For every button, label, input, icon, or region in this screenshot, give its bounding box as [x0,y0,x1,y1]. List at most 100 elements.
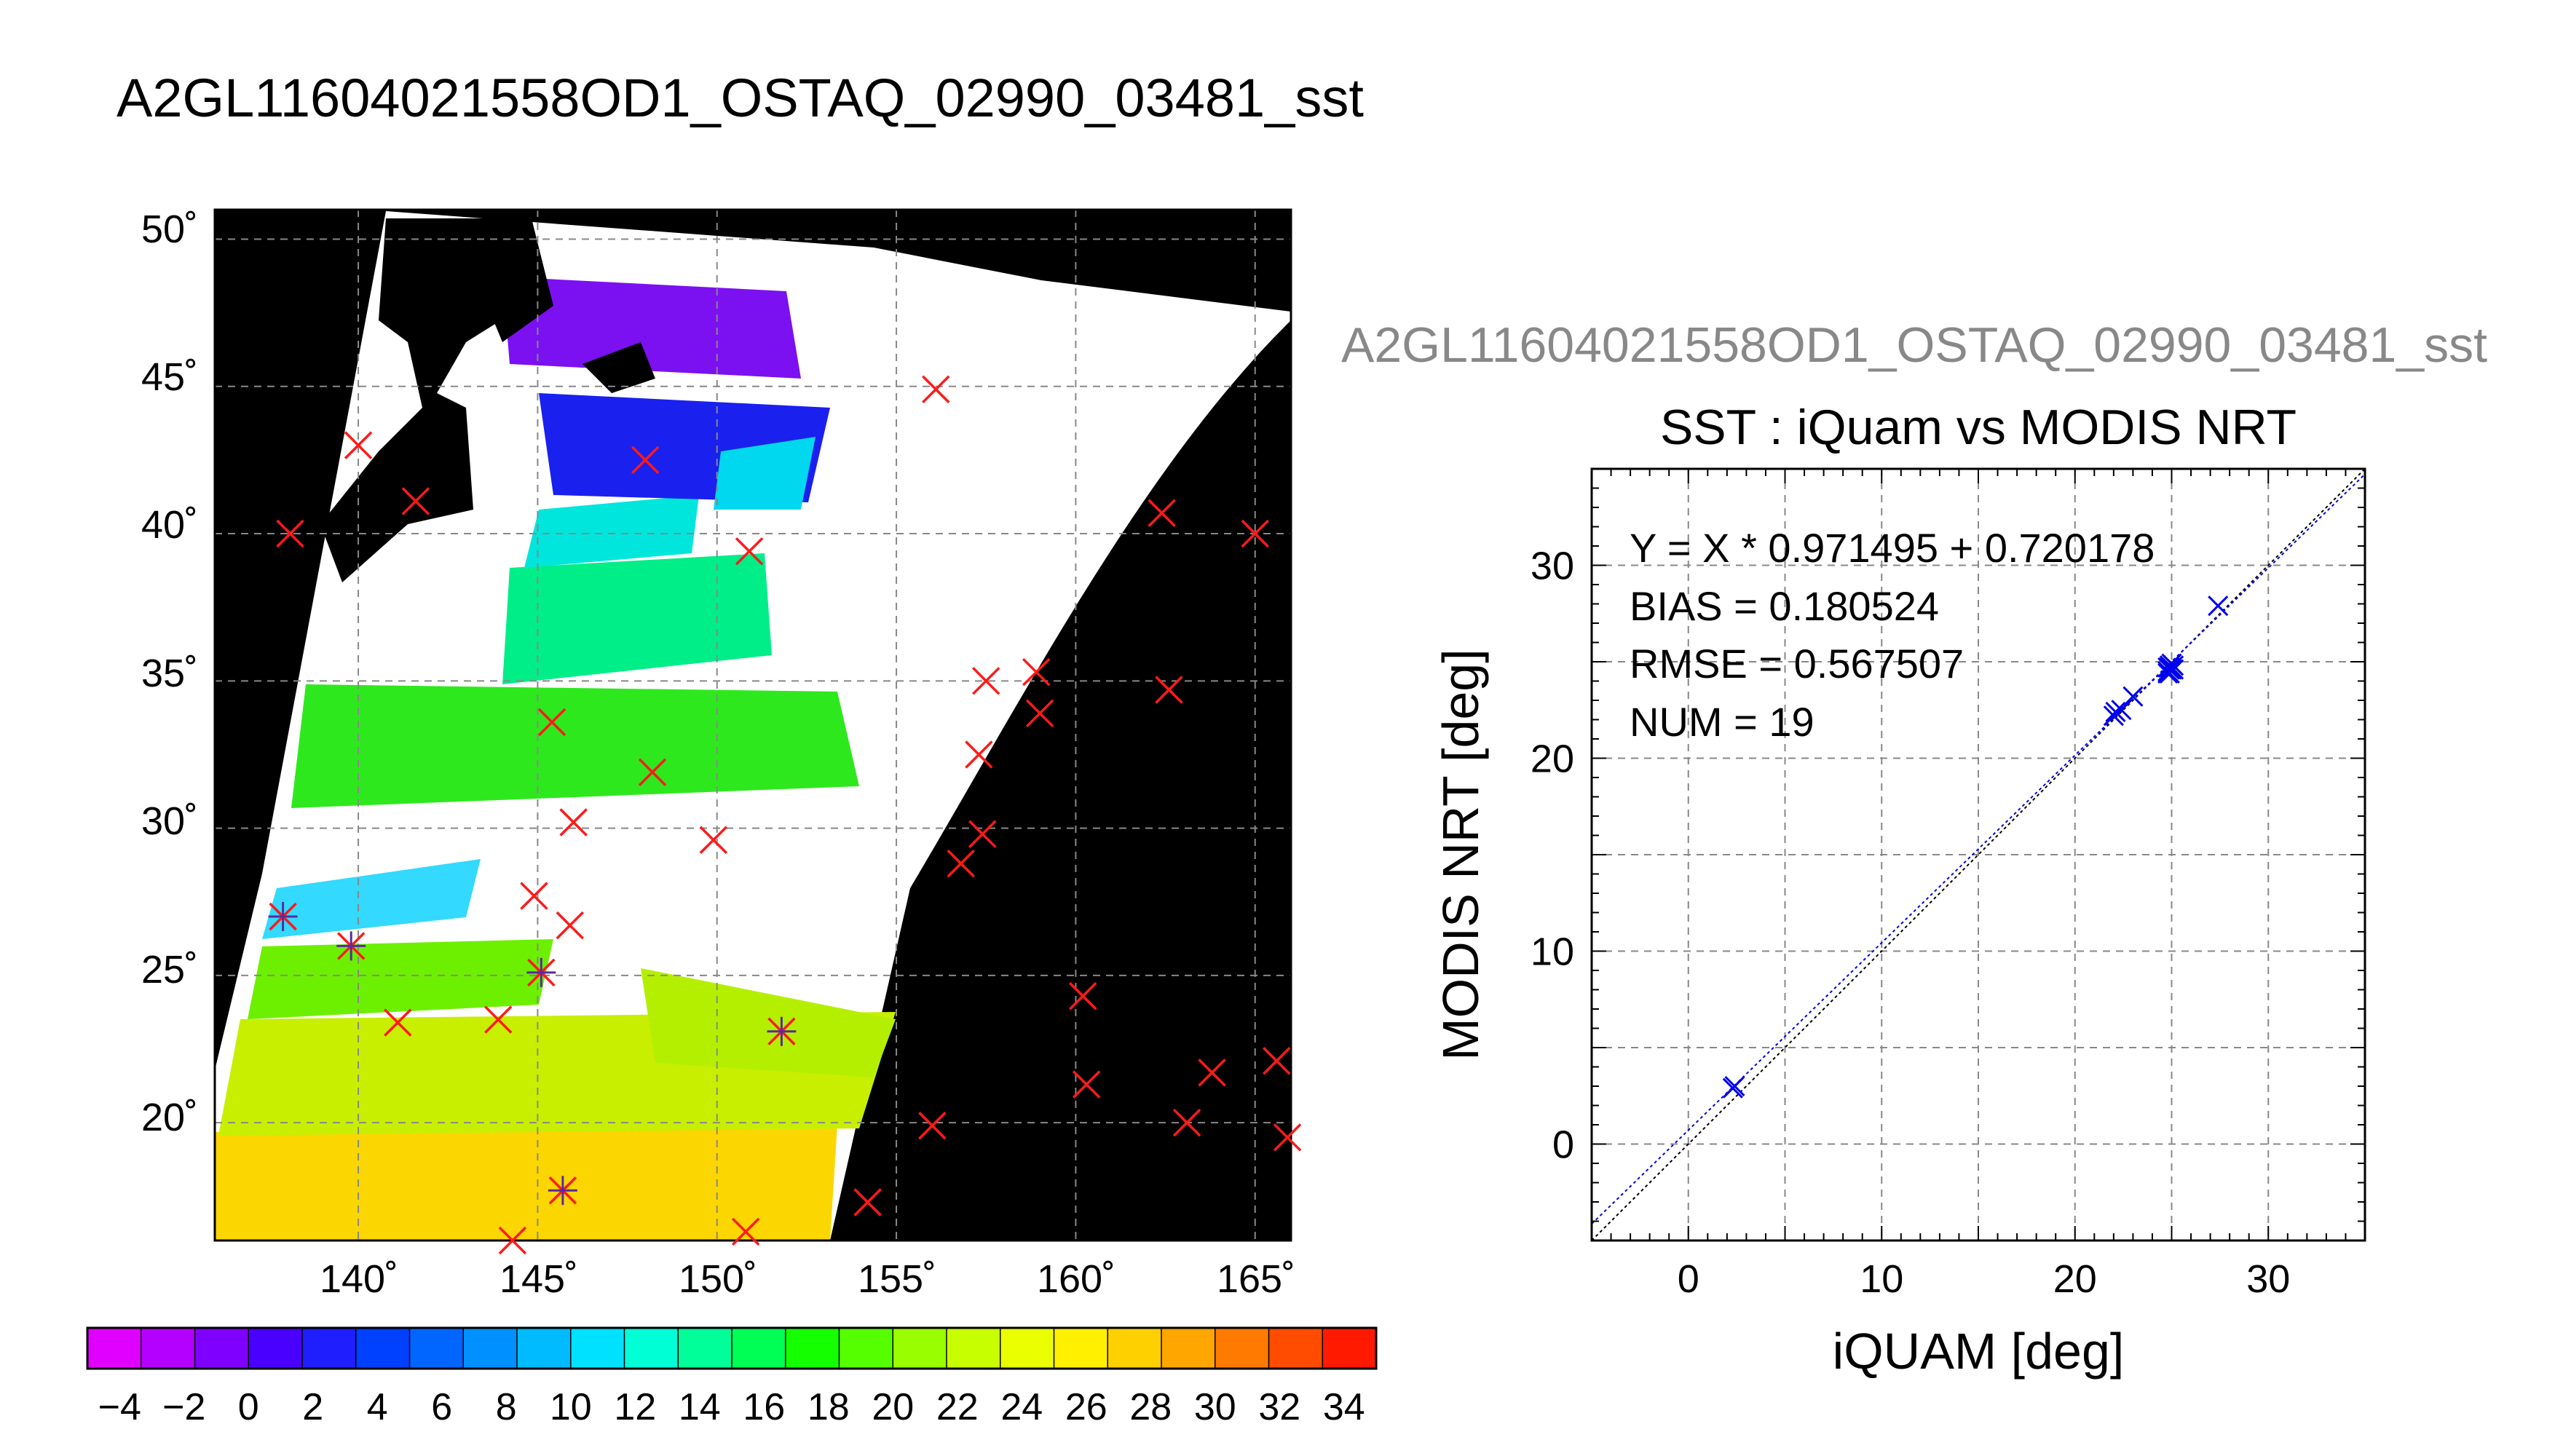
matchup-marker [526,957,556,987]
lat-label-45: 45˚ [141,355,198,399]
iquam-marker [699,826,728,855]
colorbar-label: 28 [1129,1386,1172,1428]
colorbar-label: 34 [1323,1386,1365,1428]
scatter-y-tick-label: 10 [1531,930,1574,974]
lon-label-140: 140˚ [320,1257,398,1301]
colorbar-swatch [624,1328,679,1369]
scatter-stats: Y = X * 0.971495 + 0.720178 BIAS = 0.180… [1630,525,2155,745]
scatter-ylabel: MODIS NRT [deg] [1432,649,1489,1060]
scatter-point [2208,596,2229,617]
colorbar-label: 2 [302,1386,323,1428]
colorbar-swatch [570,1328,625,1369]
colorbar-label: 32 [1258,1386,1300,1428]
lon-label-145: 145˚ [499,1257,578,1301]
matchup-marker [548,1176,577,1206]
stat-num: NUM = 19 [1630,699,1814,745]
scatter-y-tick-label: 0 [1552,1123,1574,1167]
colorbar-label: −2 [162,1386,205,1428]
scatter-point [2122,686,2144,707]
iquam-marker [276,519,304,548]
iquam-marker [631,446,660,475]
colorbar-swatch [248,1328,303,1369]
scatter-y-tick-label: 30 [1531,545,1574,588]
iquam-marker [556,911,584,940]
colorbar-label: 8 [496,1386,517,1428]
sst-map: 140˚ 145˚ 150˚ 155˚ 160˚ 165˚ 20˚ 25˚ 30… [141,207,1302,1301]
colorbar-swatch [947,1328,1001,1369]
colorbar-swatch [141,1328,195,1369]
iquam-marker [1148,499,1176,527]
scatter-xlabel: iQUAM [deg] [1833,1323,2125,1380]
colorbar-swatch [732,1328,786,1369]
colorbar-label: 12 [614,1386,656,1428]
colorbar-label: 26 [1065,1386,1107,1428]
iquam-marker [968,820,997,848]
iquam-marker [918,1111,947,1140]
colorbar-label: 16 [743,1386,785,1428]
lon-label-160: 160˚ [1037,1257,1115,1301]
iquam-marker [1241,519,1269,548]
colorbar-label: 0 [238,1386,259,1428]
scatter-x-tick-label: 30 [2246,1257,2290,1301]
scatter-point [2163,655,2184,676]
colorbar-label: 22 [936,1386,979,1428]
iquam-marker [1263,1046,1291,1075]
colorbar-swatch [194,1328,249,1369]
lat-label-30: 30˚ [141,799,198,843]
scatter-figure-title: A2GL11604021558OD1_OSTAQ_02990_03481_sst [1341,317,2487,373]
colorbar-swatches [87,1328,1377,1369]
iquam-marker [853,1188,882,1216]
colorbar-label: 4 [367,1386,388,1428]
lat-label-50: 50˚ [141,207,198,251]
stat-bias: BIAS = 0.180524 [1630,583,1939,629]
iquam-marker [384,1008,412,1037]
colorbar-swatch [1000,1328,1054,1369]
colorbar-swatch [839,1328,893,1369]
scatter-y-tick-labels: 0 10 20 30 [1531,545,1574,1167]
scatter-point [2159,657,2180,678]
colorbar-swatch [1107,1328,1162,1369]
colorbar-label: −4 [98,1386,141,1428]
iquam-marker [971,667,1000,695]
lat-label-35: 35˚ [141,652,198,695]
iquam-marker [401,487,430,515]
iquam-marker [1025,699,1054,728]
iquam-marker [1155,676,1183,704]
scatter-x-tick-label: 20 [2053,1257,2097,1301]
iquam-marker [537,708,566,737]
scatter-y-tick-label: 20 [1531,737,1574,781]
page-title: A2GL11604021558OD1_OSTAQ_02990_03481_sst [117,68,1364,128]
stat-equation: Y = X * 0.971495 + 0.720178 [1630,525,2155,571]
colorbar-swatch [1054,1328,1108,1369]
colorbar-frame [86,1326,1378,1370]
iquam-marker [1069,981,1097,1010]
colorbar-label: 18 [807,1386,850,1428]
map-lon-labels: 140˚ 145˚ 150˚ 155˚ 160˚ 165˚ [320,1257,1295,1301]
map-grid [215,210,1291,1241]
lat-label-25: 25˚ [141,948,198,992]
lat-label-20: 20˚ [141,1096,198,1139]
iquam-marker [1198,1059,1226,1087]
iquam-marker [1172,1108,1201,1137]
lon-label-155: 155˚ [858,1257,936,1301]
iquam-marker [965,740,993,769]
scatter-point [2111,700,2132,721]
iquam-marker [1022,657,1051,687]
colorbar-swatch [1322,1328,1377,1369]
scatter-title: SST : iQuam vs MODIS NRT [1660,400,2297,455]
scatter-point [1724,1075,1745,1097]
colorbar: −4 −2 0 2 4 6 8 10 12 14 16 18 20 22 24 26 28 30 32 34 [86,1326,1378,1428]
colorbar-swatch [1161,1328,1216,1369]
scatter-point [2105,701,2126,722]
lat-label-40: 40˚ [141,503,198,547]
colorbar-label: 30 [1194,1386,1236,1428]
colorbar-labels: −4 −2 0 2 4 6 8 10 12 14 16 18 20 22 24 26 28 30 32 34 [98,1386,1365,1428]
colorbar-label: 6 [431,1386,452,1428]
colorbar-swatch [785,1328,840,1369]
iquam-marker [483,1005,513,1034]
iquam-marker [947,849,975,878]
lon-label-150: 150˚ [679,1257,757,1301]
iquam-marker [638,758,667,786]
colorbar-label: 10 [550,1386,592,1428]
